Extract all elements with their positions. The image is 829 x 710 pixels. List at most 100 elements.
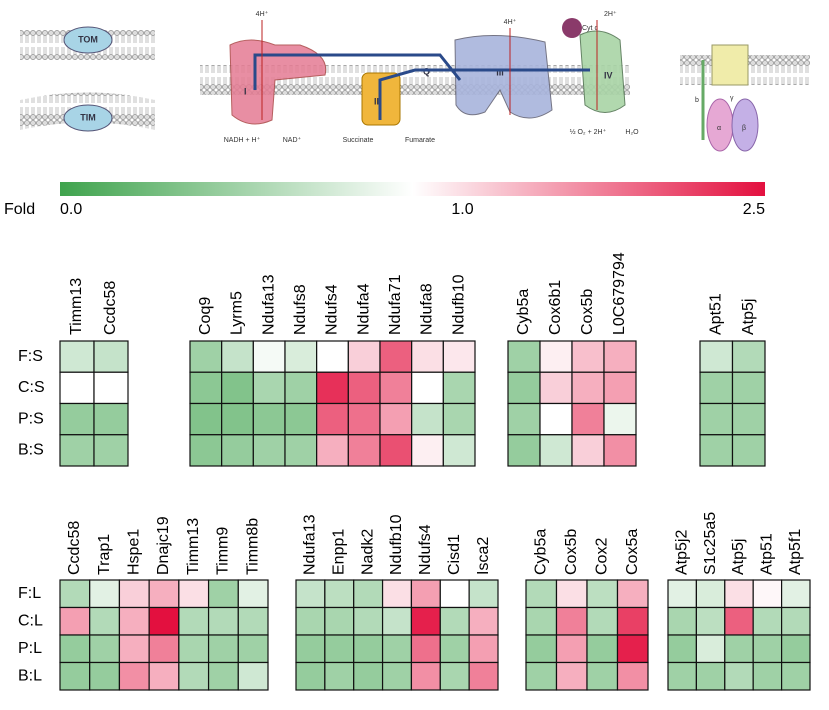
heatmap-cell (324, 606, 355, 636)
heatmap-cell (316, 371, 349, 405)
heatmap-cell (442, 340, 476, 373)
column-label: Coq9 (197, 297, 214, 335)
heatmap-cell (295, 606, 326, 636)
column-label: Hspe1 (126, 529, 143, 575)
heatmap-cell (237, 606, 269, 636)
column-label: Ndufs8 (292, 284, 309, 335)
heatmap-cell (752, 606, 783, 636)
heatmap-cell (667, 606, 697, 636)
heatmap-cell (93, 340, 129, 373)
heatmap-cell (586, 661, 619, 691)
heatmap-cell (252, 402, 286, 436)
column-label: Nadk2 (359, 529, 376, 575)
heatmap-cell (148, 606, 180, 636)
column-label: Cox5b (563, 529, 580, 575)
column-label: Dnajc19 (155, 516, 172, 575)
heatmap-cell (118, 579, 150, 609)
heatmap-cell (347, 371, 381, 405)
heatmap-cell (252, 340, 286, 373)
heatmap-cell (89, 606, 121, 636)
column-label: Ndufa13 (302, 514, 319, 575)
heatmap-cell (324, 634, 355, 664)
fo-ring (711, 44, 749, 86)
heatmap-cell (178, 661, 210, 691)
heatmap-cell (59, 340, 95, 373)
heatmap-cell (525, 634, 558, 664)
heatmap-cell (780, 634, 811, 664)
column-label: Enpp1 (331, 529, 348, 575)
complex-iv (579, 30, 626, 113)
heatmap-cell (237, 579, 269, 609)
heatmap-cell (555, 634, 588, 664)
heatmap-cell (221, 371, 254, 405)
heatmap-cell (442, 434, 476, 467)
tim-protein (63, 104, 113, 132)
column-label: S1c25a5 (702, 512, 719, 575)
column-label: Cyb5a (515, 289, 532, 335)
heatmap-cell (780, 606, 811, 636)
heatmap-cell (695, 606, 726, 636)
heatmap-cell (118, 606, 150, 636)
heatmap-cell (555, 661, 588, 691)
subunit (731, 98, 759, 152)
heatmap-cell (780, 661, 811, 691)
heatmap-cell (468, 661, 499, 691)
column-label: Atp5j (740, 299, 757, 335)
row-label: B:L (18, 667, 42, 684)
heatmap-cell (439, 579, 470, 609)
diagram-label: TOM (78, 34, 98, 44)
heatmap-cell (379, 340, 413, 373)
heatmap-cell (237, 661, 269, 691)
heatmap-cell (539, 402, 573, 436)
heatmap-cell (539, 371, 573, 405)
heatmap-cell (410, 606, 441, 636)
heatmap-cell (695, 634, 726, 664)
diagram-label: Fumarate (405, 137, 435, 144)
heatmap-cell (442, 371, 476, 405)
column-label: Cisd1 (446, 534, 463, 575)
electron-path (253, 53, 462, 90)
column-label: Timm13 (185, 518, 202, 575)
diagram-label: TIM (80, 112, 96, 122)
heatmap-cell (59, 402, 95, 436)
colorbar-tick-label: 1.0 (451, 201, 473, 218)
heatmap-cell (411, 371, 444, 405)
heatmap-cell (207, 634, 239, 664)
heatmap-cell (381, 661, 413, 691)
column-label: Timm8b (244, 518, 261, 575)
column-label: Lyrm5 (229, 291, 246, 335)
diagram-label: β (742, 125, 746, 132)
column-label: Ndufa13 (260, 274, 277, 335)
heatmap-cell (252, 434, 286, 467)
column-label: Timm9 (215, 527, 232, 575)
heatmap-cell (410, 661, 441, 691)
heatmap-cell (221, 340, 254, 373)
heatmap-cell (724, 579, 754, 609)
heatmap-cell (507, 402, 541, 436)
diagram-label: γ (730, 95, 734, 102)
heatmap-cell (207, 661, 239, 691)
column-label: Ccdc58 (102, 281, 119, 335)
row-label: P:L (18, 640, 42, 657)
column-label: Ndufa8 (419, 283, 436, 335)
heatmap-cell (555, 606, 588, 636)
heatmap-cell (237, 634, 269, 664)
heatmap-cell (571, 434, 605, 467)
heatmap-cell (207, 606, 239, 636)
heatmap-cell (316, 340, 349, 373)
column-label: Timm13 (68, 278, 85, 335)
heatmap-cell (525, 661, 558, 691)
column-label: L0C679794 (611, 252, 628, 335)
heatmap-cell (603, 371, 637, 405)
column-label: Ndufb10 (450, 274, 467, 335)
heatmap-cell (284, 340, 318, 373)
heatmap-cell (539, 340, 573, 373)
heatmap-cell (667, 661, 697, 691)
heatmap-cell (148, 634, 180, 664)
diagram-label: H₂O (625, 129, 639, 136)
heatmap-cell (118, 634, 150, 664)
heatmap-cell (59, 606, 91, 636)
heatmap-cell (439, 606, 470, 636)
heatmap-cell (295, 661, 326, 691)
